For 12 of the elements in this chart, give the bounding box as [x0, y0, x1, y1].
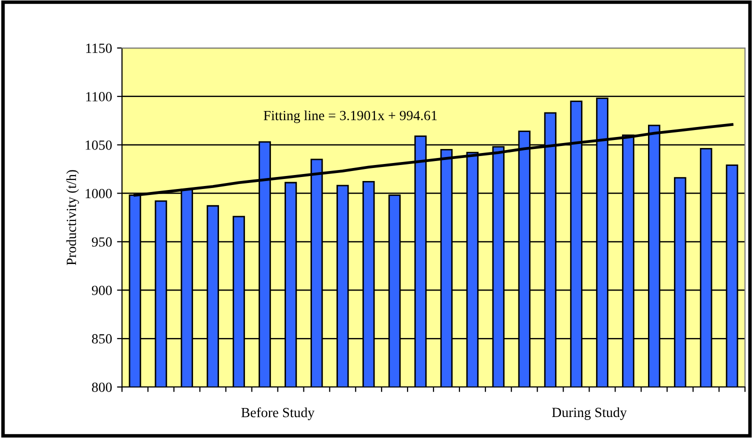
text: During Study — [552, 407, 627, 420]
y-tick-label: 950 — [92, 237, 112, 247]
y-tick-label: 850 — [92, 334, 112, 344]
y-tick-label: 1150 — [86, 44, 112, 53]
y-tick-label: 1000 — [86, 188, 112, 198]
y-axis-title: Productivity (t/h) — [66, 170, 79, 266]
y-tick-label: 1050 — [86, 140, 112, 150]
annotation: Fitting line = 3.1901x + 994.61 — [264, 110, 437, 124]
y-tick-label: 800 — [92, 382, 112, 392]
y-tick-label: 900 — [92, 286, 112, 296]
text: Before Study — [241, 407, 315, 420]
y-tick-label: 1100 — [86, 92, 112, 102]
